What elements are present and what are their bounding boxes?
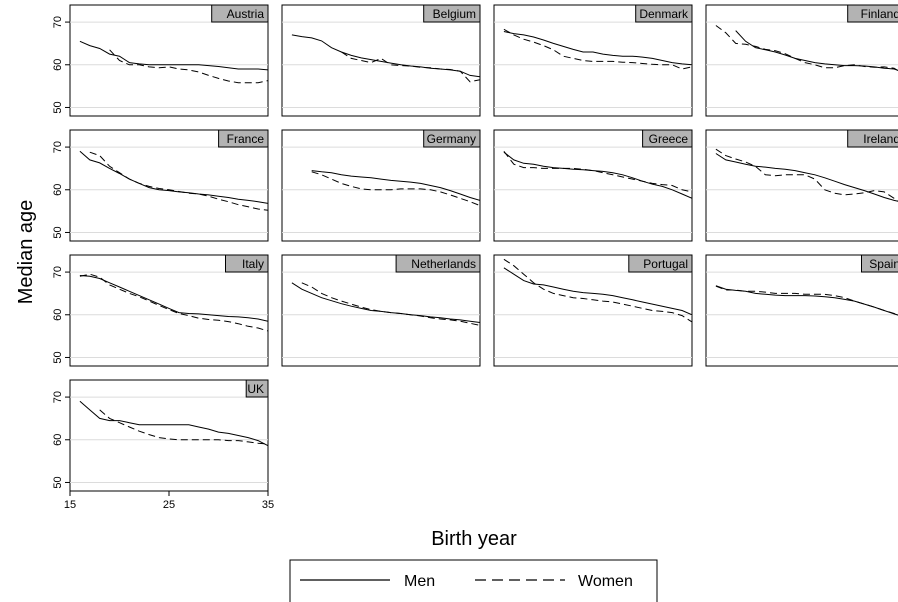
y-tick-label: 50 [52, 101, 64, 113]
y-tick-label: 70 [52, 266, 64, 278]
panel-title-box [218, 129, 269, 148]
x-tick-label: 35 [262, 499, 274, 511]
series-men-line [735, 30, 898, 71]
panel-title: UK [247, 382, 264, 396]
panel-frame [69, 379, 269, 492]
panel-title: Germany [427, 132, 476, 146]
series-women-line [79, 273, 268, 332]
panel-title-box [847, 4, 898, 23]
x-tick-label: 25 [163, 499, 175, 511]
y-tick-label: 50 [52, 351, 64, 363]
panel-frame [493, 4, 693, 117]
legend-men-label: Men [404, 573, 435, 590]
series-men-line [79, 275, 268, 322]
panel-frame [281, 254, 481, 367]
panel-title-box [225, 254, 269, 273]
y-axis-title: Median age [15, 200, 37, 305]
legend-women-label: Women [578, 573, 633, 590]
y-tick-label: 60 [52, 309, 64, 321]
panel-title-box [635, 4, 693, 23]
y-tick-label: 50 [52, 476, 64, 488]
panel-title: Greece [649, 132, 689, 146]
series-women-line [503, 150, 692, 193]
panel-frame [69, 254, 269, 367]
series-women-line [503, 28, 692, 70]
y-tick-label: 60 [52, 59, 64, 71]
panel-portugal: Portugal [493, 254, 693, 367]
panel-title: Austria [227, 7, 265, 21]
series-women-line [715, 148, 898, 201]
y-tick-label: 70 [52, 16, 64, 28]
panel-title-box [642, 129, 693, 148]
series-men-line [503, 267, 692, 316]
panel-title-box [211, 4, 269, 23]
series-women-line [99, 409, 268, 445]
x-tick-label: 15 [64, 499, 76, 511]
panel-ireland: Ireland [705, 129, 898, 242]
panel-title: France [227, 132, 265, 146]
series-men-line [715, 153, 898, 202]
panel-title: Italy [242, 257, 264, 271]
y-tick-label: 60 [52, 434, 64, 446]
legend: Men Women [289, 559, 658, 602]
panel-title: Finland [861, 7, 898, 21]
series-men-line [79, 150, 268, 204]
panel-frame [493, 254, 693, 367]
y-tick-label: 60 [52, 184, 64, 196]
panel-title-box [861, 254, 898, 273]
panel-frame [705, 129, 898, 242]
panel-title-box [245, 379, 269, 398]
series-men-line [79, 400, 268, 447]
series-men-line [79, 40, 268, 71]
panel-frame [281, 4, 481, 117]
panel-netherlands: Netherlands [281, 254, 481, 367]
panel-title: Portugal [643, 257, 688, 271]
panel-greece: Greece [493, 129, 693, 242]
panel-title: Denmark [639, 7, 689, 21]
panel-frame [705, 254, 898, 367]
series-men-line [503, 31, 692, 66]
panel-title: Netherlands [411, 257, 476, 271]
panel-austria: Austria 50 60 70 [52, 4, 269, 117]
series-men-line [503, 151, 692, 199]
y-tick-label: 70 [52, 141, 64, 153]
x-axis-title: Birth year [431, 528, 517, 550]
panel-uk: UK 50 60 70 15 25 35 [52, 379, 274, 511]
panel-belgium: Belgium [281, 4, 481, 117]
series-women-line [311, 171, 480, 207]
panel-title: Spain [869, 257, 898, 271]
panel-title: Belgium [433, 7, 476, 21]
series-women-line [341, 51, 480, 83]
panel-germany: Germany [281, 129, 481, 242]
panel-italy: Italy 50 60 70 [52, 254, 269, 367]
panel-title-box [423, 129, 481, 148]
series-men-line [291, 282, 480, 323]
panel-denmark: Denmark [493, 4, 693, 117]
panel-title-box [395, 254, 481, 273]
panel-frame [69, 4, 269, 117]
panels-group: Austria 50 60 70 Belgium Denmark Finland France… [52, 4, 898, 511]
panel-finland: Finland [705, 4, 898, 117]
panel-spain: Spain [705, 254, 898, 367]
y-tick-label: 70 [52, 391, 64, 403]
series-men-line [715, 285, 898, 316]
panel-frame [705, 4, 898, 117]
panel-frame [69, 129, 269, 242]
panel-title-box [847, 129, 898, 148]
y-tick-label: 50 [52, 226, 64, 238]
legend-box [289, 559, 658, 602]
panel-frame [281, 129, 481, 242]
panel-title: Ireland [863, 132, 898, 146]
series-men-line [311, 170, 480, 201]
panel-france: France 50 60 70 [52, 129, 269, 242]
panel-title-box [423, 4, 481, 23]
series-men-line [291, 34, 480, 78]
panel-title-box [628, 254, 693, 273]
